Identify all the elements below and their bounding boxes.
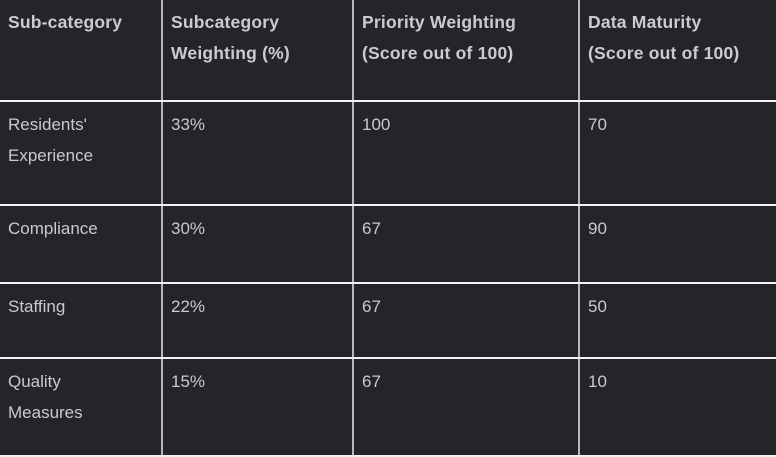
cell-maturity-score: 50 bbox=[579, 283, 776, 359]
table-row: Staffing 22% 67 50 bbox=[0, 283, 776, 359]
column-header-subcategory-weighting: Subcategory Weighting (%) bbox=[162, 0, 354, 102]
cell-weighting: 15% bbox=[162, 358, 354, 457]
cell-subcategory: Staffing bbox=[0, 283, 163, 359]
cell-weighting: 30% bbox=[162, 205, 354, 284]
cell-maturity-score: 90 bbox=[579, 205, 776, 284]
column-header-data-maturity: Data Maturity (Score out of 100) bbox=[579, 0, 776, 102]
cell-priority-score: 100 bbox=[353, 101, 580, 206]
cell-subcategory: Residents' Experience bbox=[0, 101, 163, 206]
cell-subcategory: Compliance bbox=[0, 205, 163, 284]
column-header-sub-category: Sub-category bbox=[0, 0, 163, 102]
cell-priority-score: 67 bbox=[353, 358, 580, 457]
table-row: Quality Measures 15% 67 10 bbox=[0, 358, 776, 457]
table-row: Residents' Experience 33% 100 70 bbox=[0, 101, 776, 206]
cell-weighting: 22% bbox=[162, 283, 354, 359]
table-header-row: Sub-category Subcategory Weighting (%) P… bbox=[0, 0, 776, 102]
cell-subcategory: Quality Measures bbox=[0, 358, 163, 457]
column-header-priority-weighting: Priority Weighting (Score out of 100) bbox=[353, 0, 580, 102]
table-row: Compliance 30% 67 90 bbox=[0, 205, 776, 284]
cell-weighting: 33% bbox=[162, 101, 354, 206]
cell-priority-score: 67 bbox=[353, 205, 580, 284]
cell-maturity-score: 70 bbox=[579, 101, 776, 206]
cell-priority-score: 67 bbox=[353, 283, 580, 359]
cell-maturity-score: 10 bbox=[579, 358, 776, 457]
